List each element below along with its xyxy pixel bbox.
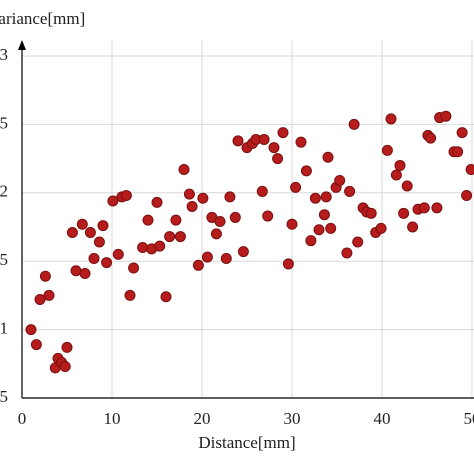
point <box>183 188 195 200</box>
point <box>164 231 176 243</box>
y-tick-label: 2 <box>0 182 8 201</box>
point <box>431 202 443 214</box>
point <box>237 246 249 258</box>
y-tick-label: 2.5 <box>0 113 8 132</box>
point <box>309 192 321 204</box>
point <box>381 144 393 156</box>
point <box>224 191 236 203</box>
point <box>452 146 464 158</box>
point <box>344 185 356 197</box>
point <box>97 220 109 232</box>
point <box>178 164 190 176</box>
point <box>76 218 88 230</box>
point <box>305 235 317 247</box>
point <box>320 191 332 203</box>
point <box>232 135 244 147</box>
point <box>365 207 377 219</box>
point <box>151 196 163 208</box>
x-tick-label: 10 <box>104 409 121 428</box>
point <box>300 165 312 177</box>
point <box>282 258 294 270</box>
point <box>313 224 325 236</box>
point <box>128 262 140 274</box>
point <box>418 202 430 214</box>
point <box>465 164 474 176</box>
point <box>229 211 241 223</box>
point <box>290 181 302 193</box>
y-tick-label: 1 <box>0 319 8 338</box>
point <box>124 289 136 301</box>
point <box>268 142 280 154</box>
point <box>30 339 42 351</box>
point <box>201 251 213 263</box>
point <box>220 252 232 264</box>
point <box>112 248 124 260</box>
x-tick-label: 30 <box>284 409 301 428</box>
point <box>84 226 96 238</box>
point <box>70 265 82 277</box>
point <box>34 294 46 306</box>
point <box>258 133 270 145</box>
x-tick-label: 40 <box>374 409 391 428</box>
y-tick-label: 1.5 <box>0 250 8 269</box>
point <box>385 113 397 125</box>
point <box>25 324 37 336</box>
point <box>197 192 209 204</box>
point <box>325 222 337 234</box>
point <box>61 341 73 353</box>
point <box>39 270 51 282</box>
point <box>186 200 198 212</box>
point <box>440 110 452 122</box>
point <box>286 218 298 230</box>
point <box>262 210 274 222</box>
point <box>352 236 364 248</box>
point <box>107 195 119 207</box>
point <box>334 174 346 186</box>
point <box>59 361 71 373</box>
point <box>375 222 387 234</box>
y-axis-arrow <box>18 40 26 50</box>
point <box>214 216 226 228</box>
point <box>142 214 154 226</box>
point <box>43 289 55 301</box>
point <box>93 236 105 248</box>
point <box>295 136 307 148</box>
point <box>88 252 100 264</box>
x-tick-label: 0 <box>18 409 27 428</box>
y-tick-label: 3 <box>0 45 8 64</box>
point <box>160 291 172 303</box>
point <box>137 242 149 254</box>
point <box>390 169 402 181</box>
y-tick-label: 0.5 <box>0 387 8 406</box>
point <box>101 257 113 269</box>
point <box>322 151 334 163</box>
x-tick-label: 20 <box>194 409 211 428</box>
x-axis-title: Distance[mm] <box>198 433 295 452</box>
point <box>192 259 204 271</box>
point <box>174 231 186 243</box>
point <box>348 118 360 130</box>
point <box>170 214 182 226</box>
point <box>456 127 468 139</box>
x-tick-label: 50 <box>464 409 474 428</box>
point <box>398 207 410 219</box>
point <box>120 190 132 202</box>
point <box>210 228 222 240</box>
point <box>425 132 437 144</box>
point <box>79 268 91 280</box>
point <box>461 190 473 202</box>
point <box>256 185 268 197</box>
point <box>272 153 284 165</box>
point <box>154 240 166 252</box>
point <box>341 247 353 259</box>
point <box>277 127 289 139</box>
point <box>394 159 406 171</box>
point <box>318 209 330 221</box>
y-axis-title: Variance[mm] <box>0 9 85 28</box>
point <box>407 221 419 233</box>
point <box>66 226 78 238</box>
point <box>401 180 413 192</box>
